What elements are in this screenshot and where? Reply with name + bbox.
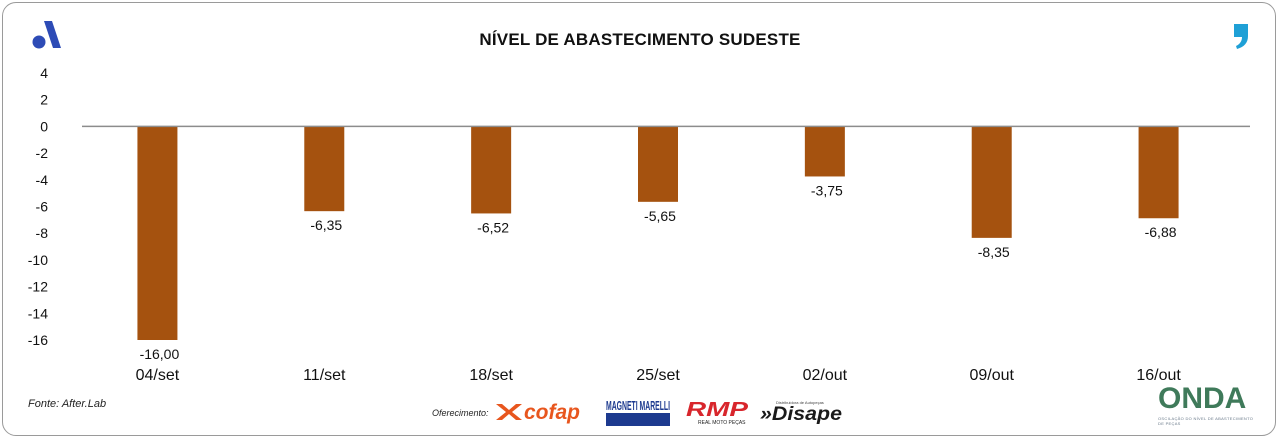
magneti-marelli-wordmark: MAGNETI MARELLI <box>606 398 670 413</box>
onda-subtitle: OSCILAÇÃO DO NÍVEL DE ABASTECIMENTO DE P… <box>1158 416 1254 426</box>
y-tick-label: -6 <box>36 199 49 215</box>
bar-11-set <box>304 126 345 212</box>
y-tick-label: -14 <box>28 305 48 321</box>
brand-logo-icon <box>32 21 61 49</box>
y-tick-label: 4 <box>40 65 48 81</box>
data-label: -6,52 <box>477 219 509 235</box>
onda-logo: ONDA OSCILAÇÃO DO NÍVEL DE ABASTECIMENTO… <box>1158 382 1254 427</box>
rmp-logo: RMP REAL MOTO PEÇAS <box>686 399 749 426</box>
bar-04-set <box>137 126 178 341</box>
data-label: -5,65 <box>644 208 676 224</box>
data-label: -8,35 <box>978 244 1010 260</box>
y-tick-label: -10 <box>28 252 48 268</box>
data-label: -6,88 <box>1145 224 1177 240</box>
y-tick-label: 2 <box>40 92 48 108</box>
y-tick-label: -16 <box>28 332 48 348</box>
source-note: Fonte: After.Lab <box>28 398 107 410</box>
cofap-logo: cofap <box>496 401 580 424</box>
magneti-marelli-logo: MAGNETI MARELLI <box>606 398 670 426</box>
bar-18-set <box>471 126 512 214</box>
x-tick-label: 18/set <box>469 367 513 384</box>
y-tick-label: -12 <box>28 279 48 295</box>
y-tick-label: 0 <box>40 118 48 134</box>
data-label: -16,00 <box>140 346 180 362</box>
chart-title: NÍVEL DE ABASTECIMENTO SUDESTE <box>479 30 801 49</box>
bar-02-out <box>804 126 845 177</box>
rmp-wordmark: RMP <box>686 399 749 421</box>
bar-09-out <box>971 126 1012 238</box>
x-tick-label: 02/out <box>803 367 848 384</box>
disape-wordmark: »Disape <box>760 404 842 425</box>
bar-25-set <box>638 126 678 202</box>
y-tick-label: -4 <box>36 172 49 188</box>
bar-16-out <box>1138 126 1179 219</box>
sponsor-label: Oferecimento: <box>432 408 489 418</box>
x-tick-label: 04/set <box>136 367 180 384</box>
x-tick-label: 16/out <box>1136 367 1181 384</box>
cofap-wordmark: cofap <box>524 401 580 424</box>
x-tick-label: 25/set <box>636 367 680 384</box>
x-tick-label: 11/set <box>303 367 346 384</box>
x-tick-label: 09/out <box>969 367 1014 384</box>
y-tick-label: -2 <box>36 145 49 161</box>
data-label: -3,75 <box>811 182 843 198</box>
data-label: -6,35 <box>310 217 342 233</box>
y-tick-label: -8 <box>36 225 49 241</box>
quote-comma-icon <box>1234 24 1248 49</box>
rmp-subtitle: REAL MOTO PEÇAS <box>698 420 746 426</box>
onda-wordmark: ONDA <box>1158 382 1247 415</box>
disape-logo: Distribuidora de Autopeças »Disape <box>760 400 842 425</box>
disape-subtitle: Distribuidora de Autopeças <box>776 400 824 405</box>
